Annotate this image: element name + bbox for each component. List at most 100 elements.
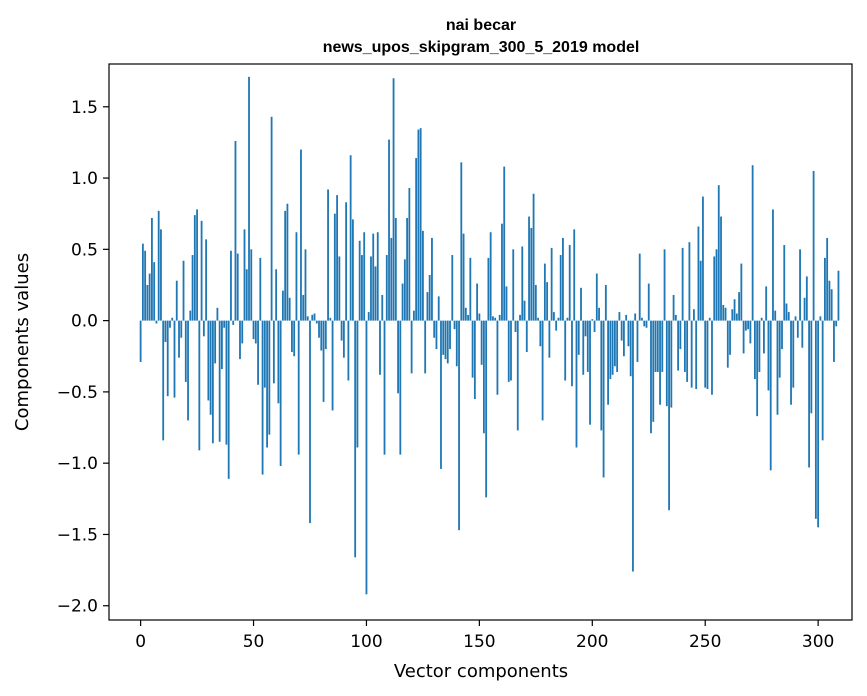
bar-70 (297, 320, 300, 455)
bar-241 (683, 320, 686, 372)
bar-231 (661, 320, 664, 372)
bar-233 (665, 320, 668, 407)
bar-277 (765, 286, 768, 321)
bar-139 (453, 320, 456, 330)
x-tick-label: 50 (243, 632, 265, 652)
bar-270 (749, 320, 752, 344)
bar-114 (397, 320, 399, 394)
bar-188 (564, 320, 567, 381)
bar-292 (799, 249, 801, 321)
bar-53 (259, 257, 262, 321)
bar-211 (616, 320, 619, 372)
bar-74 (306, 316, 309, 321)
bar-29 (205, 239, 208, 321)
bar-243 (688, 242, 691, 321)
bar-281 (774, 310, 777, 321)
chart-title: nai becar news_upos_skipgram_300_5_2019 … (323, 17, 640, 56)
bar-305 (828, 280, 831, 321)
bar-34 (216, 307, 219, 321)
bar-296 (808, 320, 810, 468)
bar-202 (595, 273, 598, 321)
bar-71 (300, 149, 302, 321)
bar-221 (638, 253, 641, 321)
bar-68 (293, 320, 296, 357)
bar-186 (559, 255, 562, 321)
bar-174 (532, 193, 535, 321)
bar-47 (245, 269, 248, 321)
bar-291 (796, 320, 799, 338)
bar-60 (275, 269, 278, 321)
bar-54 (261, 320, 264, 475)
bar-290 (794, 316, 797, 321)
bar-19 (182, 260, 185, 321)
bar-153 (485, 320, 488, 498)
bar-45 (241, 320, 244, 344)
bar-182 (550, 247, 553, 321)
bar-224 (645, 320, 648, 328)
bar-309 (837, 270, 840, 321)
bar-93 (349, 155, 352, 321)
bar-181 (548, 320, 551, 358)
bar-276 (763, 320, 765, 354)
bar-147 (471, 320, 474, 378)
bar-248 (699, 260, 702, 321)
bar-269 (747, 320, 750, 330)
bar-199 (589, 320, 591, 425)
bar-191 (571, 320, 573, 387)
bar-239 (679, 320, 682, 350)
bar-56 (266, 320, 268, 448)
bar-238 (677, 320, 680, 371)
x-tick-label: 100 (350, 632, 382, 652)
bar-16 (175, 280, 178, 321)
bar-116 (401, 283, 404, 321)
bar-156 (492, 316, 494, 321)
bar-31 (209, 320, 212, 415)
bar-51 (254, 320, 257, 344)
y-tick-label: 1.0 (71, 169, 98, 189)
bar-13 (169, 320, 171, 328)
bar-271 (751, 165, 754, 321)
bar-0 (139, 320, 142, 362)
bar-12 (166, 320, 169, 397)
bar-11 (164, 320, 167, 342)
bar-173 (530, 227, 533, 321)
bar-146 (469, 257, 472, 321)
bar-308 (835, 320, 838, 327)
bar-98 (361, 255, 363, 321)
bar-115 (399, 320, 402, 455)
bar-73 (304, 249, 307, 321)
bar-131 (435, 320, 438, 350)
bar-167 (516, 320, 519, 431)
bar-163 (507, 320, 510, 382)
bar-195 (580, 287, 582, 321)
bar-155 (489, 232, 492, 321)
bar-300 (817, 320, 820, 528)
bar-95 (354, 320, 357, 558)
bar-183 (552, 312, 555, 321)
bar-223 (643, 320, 646, 327)
bar-219 (634, 313, 637, 321)
y-tick-label: 0.0 (71, 312, 98, 332)
bar-212 (618, 312, 621, 321)
bar-96 (356, 320, 359, 448)
bar-218 (632, 320, 634, 572)
bar-197 (584, 320, 587, 337)
bar-234 (668, 320, 670, 511)
bar-25 (196, 209, 198, 321)
bar-307 (833, 320, 835, 362)
bar-285 (783, 245, 786, 321)
bar-40 (230, 250, 232, 321)
bar-108 (383, 320, 386, 455)
bar-135 (444, 320, 447, 360)
bar-67 (291, 320, 293, 352)
bar-230 (659, 320, 661, 405)
bar-157 (494, 317, 497, 321)
bar-15 (173, 320, 176, 398)
bar-283 (778, 320, 781, 378)
bar-39 (227, 320, 230, 479)
bar-184 (555, 320, 558, 331)
bar-111 (390, 237, 393, 321)
y-axis-ticks: −2.0 −1.5 −1.0 −0.5 0.0 0.5 1.0 1.5 (57, 98, 109, 617)
bar-129 (431, 237, 433, 321)
bar-133 (440, 320, 442, 469)
